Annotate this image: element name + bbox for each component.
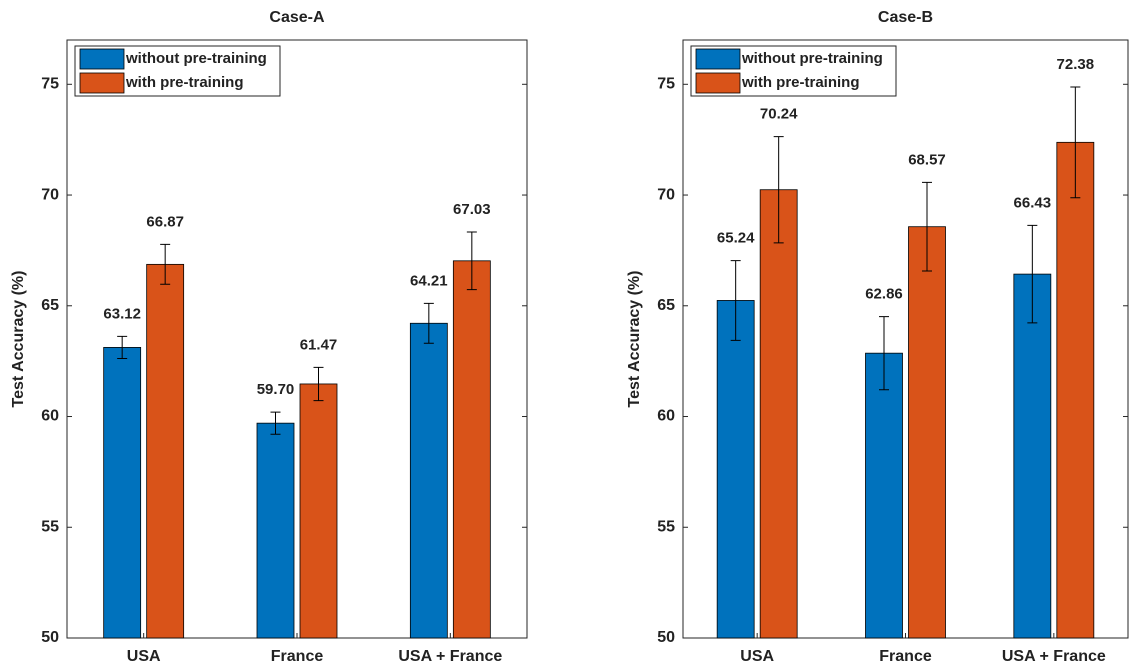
chart-title: Case-B [878, 9, 933, 26]
y-tick-label: 75 [41, 76, 59, 93]
bar [1056, 141, 1095, 639]
bar [908, 226, 946, 639]
value-label: 67.03 [453, 201, 491, 218]
error-bar [313, 366, 324, 402]
value-label: 62.86 [865, 286, 903, 303]
legend-label: without pre-training [741, 50, 883, 67]
error-bar [160, 243, 171, 285]
bar [452, 260, 491, 639]
chart-title: Case-A [269, 9, 325, 26]
plot-area [66, 39, 528, 639]
bar [409, 322, 448, 639]
y-tick-label: 50 [657, 629, 675, 646]
y-tick-label: 50 [41, 629, 59, 646]
value-label: 59.70 [257, 381, 295, 398]
legend-swatch [695, 48, 741, 70]
y-axis-label: Test Accuracy (%) [626, 271, 643, 408]
x-tick-label: USA + France [1002, 648, 1106, 665]
y-tick-label: 60 [657, 408, 675, 425]
error-bar [1027, 224, 1038, 324]
value-label: 65.24 [717, 230, 755, 247]
legend-label: with pre-training [741, 74, 860, 91]
x-tick-label: USA [127, 648, 161, 665]
legend-label: without pre-training [125, 50, 267, 67]
error-bar [773, 136, 784, 244]
error-bar [879, 316, 889, 391]
value-label: 68.57 [908, 151, 946, 168]
y-tick-label: 70 [657, 186, 675, 203]
bar [256, 422, 295, 639]
y-tick-label: 75 [657, 76, 675, 93]
x-tick-label: France [271, 648, 324, 665]
error-bar [922, 181, 932, 272]
value-label: 64.21 [410, 272, 448, 289]
error-bar [1070, 86, 1081, 199]
bar [759, 189, 798, 639]
y-axis-label: Test Accuracy (%) [10, 271, 27, 408]
legend-swatch [79, 48, 125, 70]
x-tick-label: USA [740, 648, 774, 665]
bar [1013, 273, 1052, 639]
value-label: 72.38 [1057, 56, 1095, 73]
value-label: 70.24 [760, 106, 798, 123]
value-label: 61.47 [300, 336, 338, 353]
error-bar [270, 411, 281, 435]
legend-swatch [79, 72, 125, 94]
value-label: 66.43 [1014, 194, 1052, 211]
plot-area [682, 39, 1129, 639]
bar [716, 300, 755, 639]
x-tick-label: France [879, 648, 932, 665]
error-bar [117, 335, 128, 359]
error-bar [423, 302, 434, 344]
value-label: 66.87 [146, 213, 184, 230]
legend-label: with pre-training [125, 74, 244, 91]
value-label: 63.12 [103, 305, 141, 322]
y-tick-label: 60 [41, 408, 59, 425]
y-tick-label: 65 [657, 297, 675, 314]
bar [103, 347, 142, 639]
bar [146, 263, 185, 639]
y-tick-label: 55 [41, 518, 59, 535]
legend-swatch [695, 72, 741, 94]
y-tick-label: 70 [41, 186, 59, 203]
error-bar [730, 260, 741, 341]
bar [865, 352, 903, 639]
error-bar [466, 231, 477, 291]
y-tick-label: 65 [41, 297, 59, 314]
y-tick-label: 55 [657, 518, 675, 535]
bar [299, 383, 338, 639]
x-tick-label: USA + France [398, 648, 502, 665]
